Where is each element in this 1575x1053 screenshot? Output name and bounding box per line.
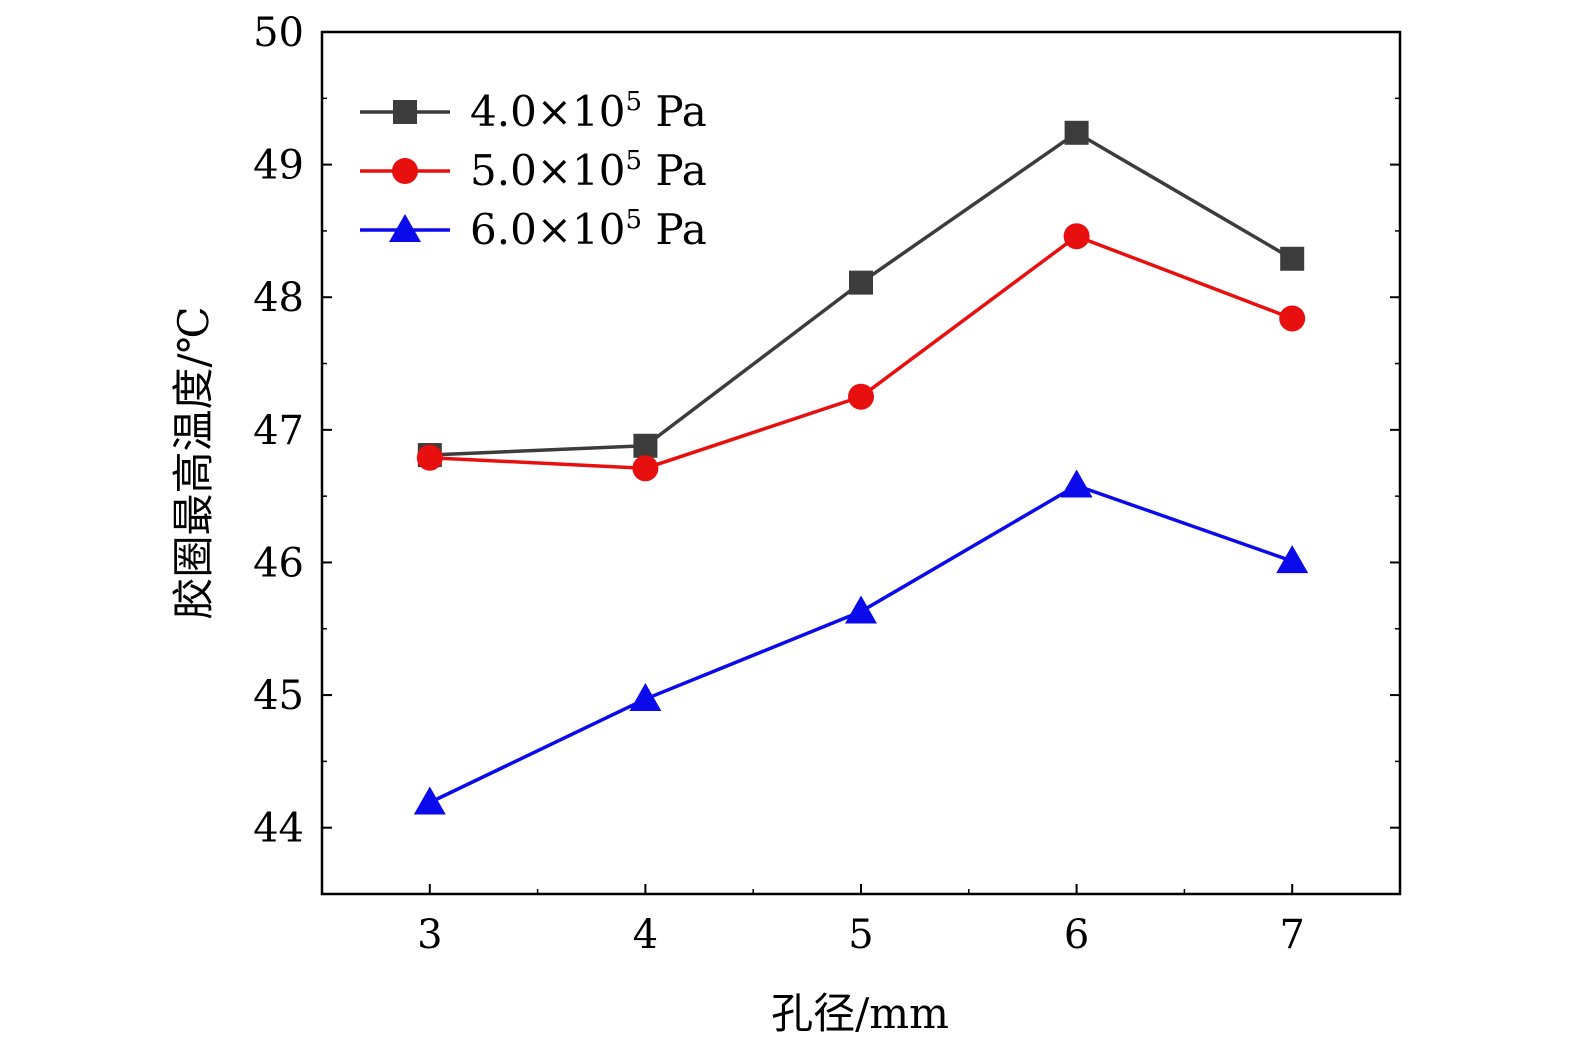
legend-entry: 6.0×105 Pa xyxy=(360,205,707,254)
legend-label-exponent: 5 xyxy=(625,205,642,235)
legend-marker-circle xyxy=(392,158,418,184)
legend: 4.0×105 Pa5.0×105 Pa6.0×105 Pa xyxy=(360,87,707,254)
x-tick-label: 3 xyxy=(417,912,442,958)
y-tick-label: 46 xyxy=(253,540,304,586)
data-point-circle xyxy=(1063,223,1090,250)
y-tick-label: 45 xyxy=(253,673,304,719)
x-axis-title: 孔径/mm xyxy=(771,989,949,1038)
legend-label-base: 6.0×10 xyxy=(470,205,625,254)
y-axis: 44 45 46 47 48 49 50 xyxy=(253,10,1400,852)
legend-label: 5.0×105 Pa xyxy=(470,146,707,195)
data-point-square xyxy=(1064,120,1089,145)
data-point-triangle xyxy=(413,786,446,815)
x-tick-label: 4 xyxy=(633,912,658,958)
y-tick-label: 48 xyxy=(253,275,304,321)
legend-marker-triangle xyxy=(389,214,421,242)
series-line xyxy=(429,483,1293,805)
legend-entry: 5.0×105 Pa xyxy=(360,146,707,195)
series-2 xyxy=(416,223,1306,482)
x-tick-label: 5 xyxy=(848,912,873,958)
data-point-triangle xyxy=(1276,545,1309,574)
legend-label-base: 4.0×10 xyxy=(470,87,625,136)
legend-label-exponent: 5 xyxy=(625,87,642,117)
legend-label-base: 5.0×10 xyxy=(470,146,625,195)
x-tick-label: 6 xyxy=(1064,912,1089,958)
y-tick-label: 47 xyxy=(253,408,304,454)
legend-marker-square xyxy=(393,100,417,124)
legend-label-exponent: 5 xyxy=(625,146,642,176)
legend-label-unit: Pa xyxy=(642,205,707,254)
legend-entry: 4.0×105 Pa xyxy=(360,87,707,136)
y-tick-label: 49 xyxy=(253,143,304,189)
data-point-square xyxy=(633,433,658,458)
data-point-circle xyxy=(1279,305,1306,332)
data-point-circle xyxy=(632,455,659,482)
x-axis: 3 4 5 6 7 xyxy=(417,884,1305,958)
y-tick-label: 50 xyxy=(253,10,304,56)
legend-label-unit: Pa xyxy=(642,146,707,195)
data-point-square xyxy=(849,270,873,295)
y-axis-title: 胶圈最高温度/℃ xyxy=(169,306,218,619)
legend-label: 4.0×105 Pa xyxy=(470,87,707,136)
legend-label-unit: Pa xyxy=(642,87,707,136)
data-point-circle xyxy=(416,444,443,471)
data-point-triangle xyxy=(1060,469,1093,498)
series-3 xyxy=(413,469,1309,815)
data-point-square xyxy=(1280,246,1305,271)
data-point-triangle xyxy=(629,683,662,712)
series-layer xyxy=(413,120,1309,815)
data-point-triangle xyxy=(845,595,877,624)
y-tick-label: 44 xyxy=(253,806,304,852)
data-point-circle xyxy=(848,383,874,410)
series-1 xyxy=(417,120,1305,468)
x-tick-label: 7 xyxy=(1279,912,1304,958)
legend-label: 6.0×105 Pa xyxy=(470,205,707,254)
